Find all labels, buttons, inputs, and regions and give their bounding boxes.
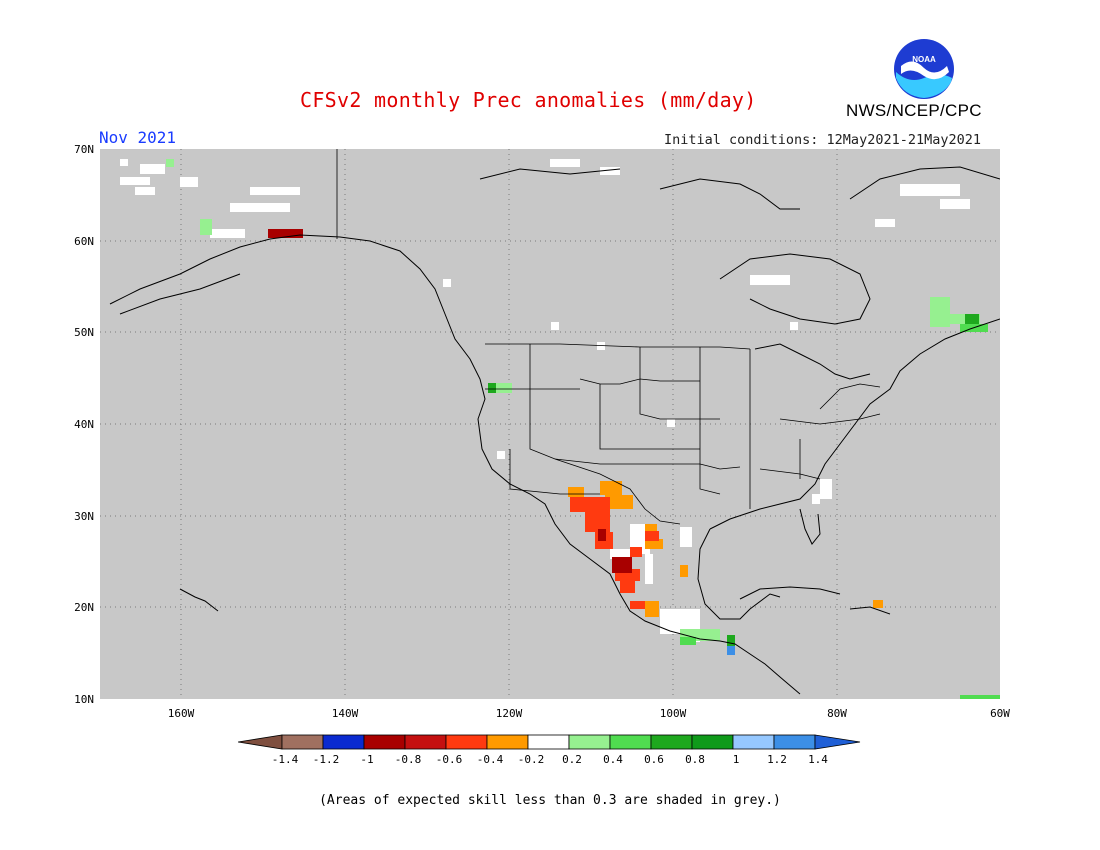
colorbar-label: -0.8 bbox=[394, 753, 422, 766]
precip-anomaly-map bbox=[100, 149, 1000, 699]
colorbar-label: 1.2 bbox=[767, 753, 787, 766]
lat-label: 70N bbox=[74, 143, 94, 156]
colorbar-label: 0.4 bbox=[603, 753, 623, 766]
colorbar-label: -1.4 bbox=[271, 753, 299, 766]
colorbar-label: 1.4 bbox=[808, 753, 828, 766]
noaa-logo-icon: NOAA bbox=[894, 39, 954, 99]
coastlines bbox=[109, 166, 1000, 695]
colorbar-arrow-right bbox=[814, 734, 861, 750]
lat-label: 10N bbox=[74, 693, 94, 706]
lon-label: 160W bbox=[167, 707, 195, 720]
lon-label: 140W bbox=[331, 707, 359, 720]
anomaly-cells bbox=[120, 159, 1000, 699]
initial-conditions: Initial conditions: 12May2021-21May2021 bbox=[664, 132, 981, 148]
colorbar-label: -0.4 bbox=[476, 753, 504, 766]
colorbar-label: -1.2 bbox=[312, 753, 340, 766]
colorbar-arrow-left bbox=[238, 734, 283, 750]
colorbar-label: -0.2 bbox=[517, 753, 545, 766]
forecast-month: Nov 2021 bbox=[99, 128, 177, 147]
colorbar bbox=[238, 734, 861, 750]
organization-label: NWS/NCEP/CPC bbox=[846, 101, 982, 120]
state-borders bbox=[336, 149, 881, 525]
lat-label: 50N bbox=[74, 326, 94, 339]
map-title: CFSv2 monthly Prec anomalies (mm/day) bbox=[300, 88, 757, 112]
logo-text: NOAA bbox=[912, 55, 936, 64]
lat-label: 40N bbox=[74, 418, 94, 431]
lon-label: 100W bbox=[659, 707, 687, 720]
colorbar-label: 0.6 bbox=[644, 753, 664, 766]
colorbar-label: 0.2 bbox=[562, 753, 582, 766]
colorbar-label: -1 bbox=[360, 753, 374, 766]
lon-label: 120W bbox=[495, 707, 523, 720]
lon-label: 60W bbox=[990, 707, 1010, 720]
lat-label: 60N bbox=[74, 235, 94, 248]
colorbar-label: 0.8 bbox=[685, 753, 705, 766]
lat-label: 30N bbox=[74, 510, 94, 523]
colorbar-label: 1 bbox=[732, 753, 740, 766]
lat-label: 20N bbox=[74, 601, 94, 614]
colorbar-label: -0.6 bbox=[435, 753, 463, 766]
skill-footnote: (Areas of expected skill less than 0.3 a… bbox=[319, 793, 781, 808]
lon-label: 80W bbox=[827, 707, 847, 720]
